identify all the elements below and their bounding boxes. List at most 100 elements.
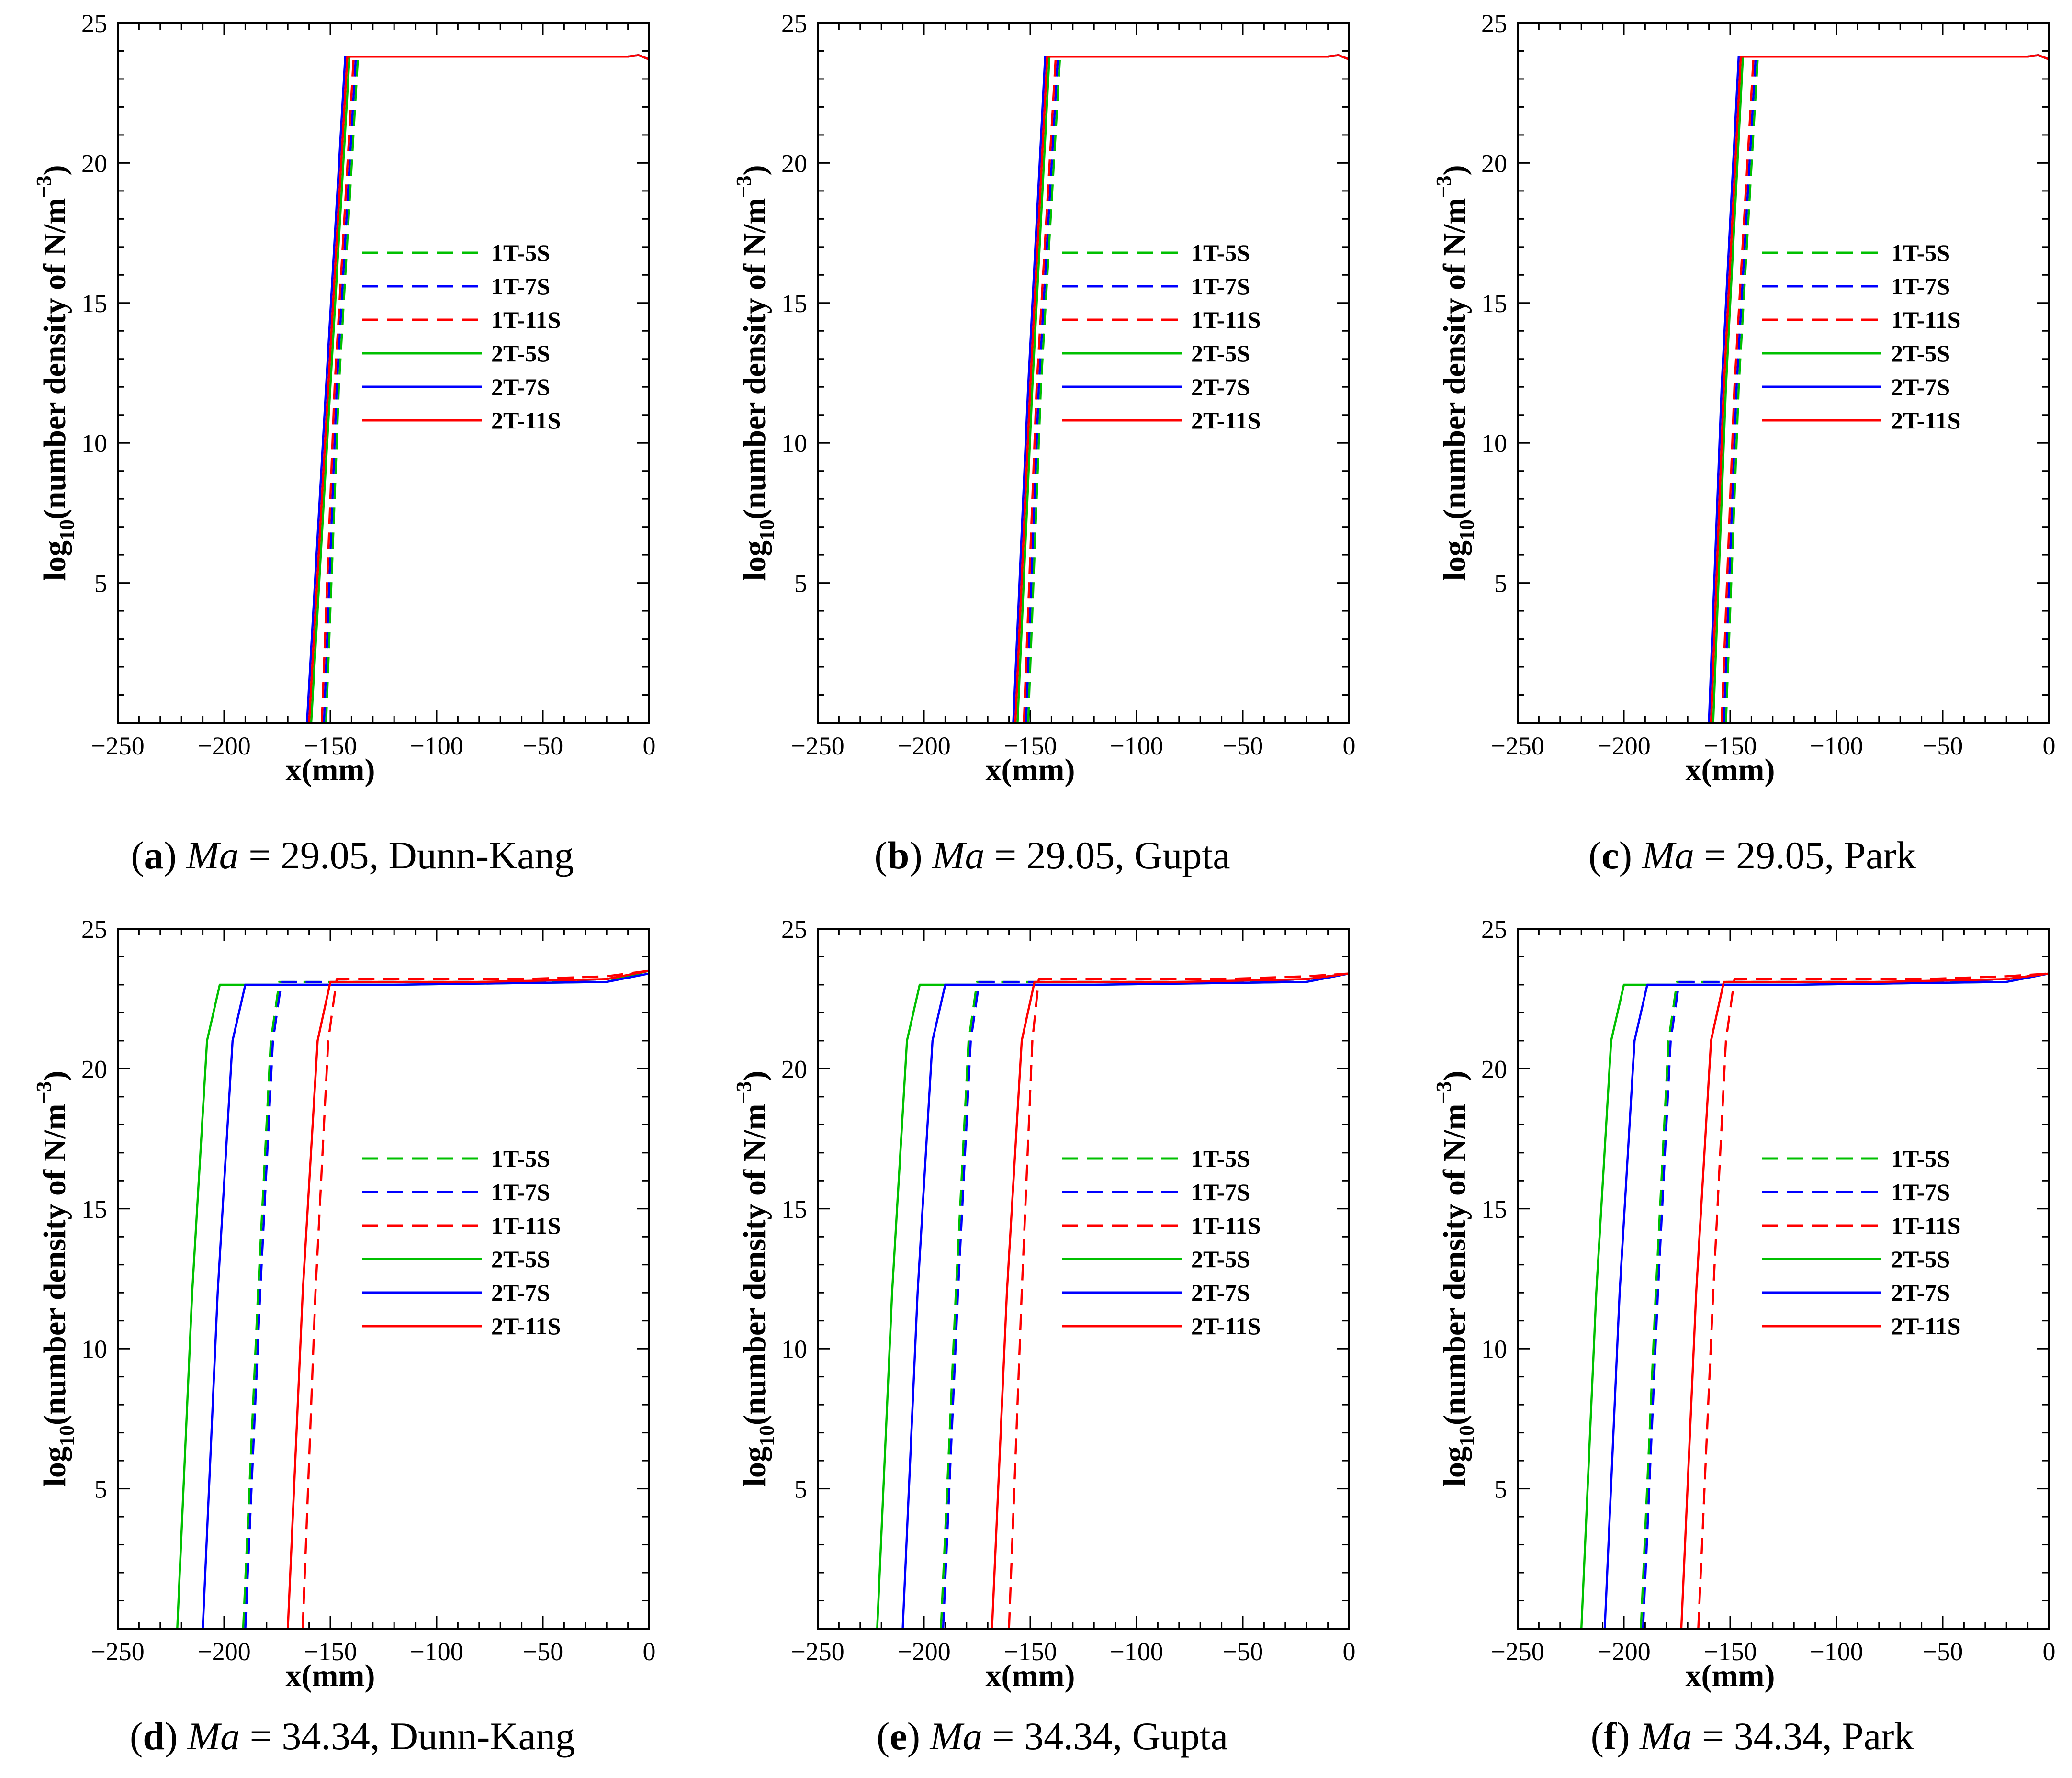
legend-label: 1T-5S <box>1891 1145 1950 1172</box>
x-tick-label: −150 <box>1703 731 1757 760</box>
x-tick-label: −100 <box>1110 731 1163 760</box>
x-tick-label: −250 <box>91 731 144 760</box>
legend-label: 2T-7S <box>1891 373 1950 400</box>
y-tick-label: 20 <box>81 149 107 178</box>
y-tick-label: 15 <box>781 289 807 318</box>
panel-caption: (f) Ma = 34.34, Park <box>1590 1714 1914 1758</box>
x-tick-label: −150 <box>1703 1637 1757 1666</box>
panel-caption: (e) Ma = 34.34, Gupta <box>877 1714 1228 1758</box>
legend-label: 1T-7S <box>1891 1179 1950 1205</box>
y-tick-label: 5 <box>1494 1475 1507 1504</box>
y-tick-label: 25 <box>1481 9 1507 38</box>
series-line-1T-11S <box>1023 54 1349 723</box>
plot-frame <box>817 22 1350 724</box>
series-group <box>1012 54 1349 723</box>
series-line-1T-7S <box>1025 54 1349 723</box>
x-tick-label: −150 <box>304 1637 357 1666</box>
series-line-2T-7S <box>305 54 649 723</box>
x-tick-label: −150 <box>1003 1637 1057 1666</box>
x-tick-label: −50 <box>1223 731 1263 760</box>
legend-label: 2T-7S <box>491 1279 550 1306</box>
series-line-2T-7S <box>901 972 1349 1629</box>
y-tick-label: 15 <box>81 289 107 318</box>
legend-label: 1T-5S <box>491 239 550 266</box>
x-tick-label: −100 <box>1810 731 1863 760</box>
legend: 1T-5S 1T-7S 1T-11S 2T-5S 2T-7S 2T-11S <box>362 1145 561 1339</box>
y-tick-label: 10 <box>81 429 107 458</box>
series-line-1T-5S <box>1724 54 2049 723</box>
x-tick-label: −150 <box>304 731 357 760</box>
panel-caption: (c) Ma = 29.05, Park <box>1588 833 1916 877</box>
y-tick-label: 10 <box>1481 429 1507 458</box>
legend-label: 2T-7S <box>1191 1279 1250 1306</box>
x-axis-label: x(mm) <box>986 1658 1075 1693</box>
y-tick-label: 20 <box>1481 149 1507 178</box>
y-axis-label: log10(number density of N/m−3) <box>732 1070 778 1486</box>
x-tick-label: −200 <box>897 1637 950 1666</box>
series-line-1T-11S <box>320 54 649 723</box>
x-tick-label: 0 <box>643 731 656 760</box>
y-axis-label: log10(number density of N/m−3) <box>32 1070 79 1486</box>
legend-label: 2T-7S <box>491 373 550 400</box>
y-tick-label: 5 <box>94 569 107 598</box>
series-line-2T-11S <box>991 972 1349 1629</box>
x-tick-label: −150 <box>1003 731 1057 760</box>
plot-frame <box>1517 928 2050 1630</box>
legend-label: 1T-7S <box>1191 273 1250 300</box>
panel-c: −250 −200 −150 −100 −50 0 5 10 15 20 25 x(mm) log10(… <box>1432 9 2056 788</box>
legend-label: 2T-11S <box>1891 1313 1960 1339</box>
x-tick-label: −200 <box>897 731 950 760</box>
y-tick-label: 5 <box>94 1475 107 1504</box>
series-line-1T-5S <box>1027 54 1349 723</box>
plot-frame <box>117 22 650 724</box>
y-tick-label: 15 <box>81 1195 107 1224</box>
series-group <box>1708 54 2049 723</box>
axis-ticks <box>117 22 650 724</box>
axis-ticks <box>817 22 1350 724</box>
legend-label: 1T-7S <box>491 273 550 300</box>
series-group <box>1580 972 2049 1629</box>
legend-label: 1T-11S <box>1891 306 1960 333</box>
x-tick-label: −250 <box>91 1637 144 1666</box>
series-line-1T-11S <box>1720 54 2049 723</box>
series-line-1T-7S <box>244 969 649 1629</box>
x-axis-label: x(mm) <box>1686 1658 1775 1693</box>
plot-frame <box>117 928 650 1630</box>
panel-a: −250 −200 −150 −100 −50 0 5 10 15 20 25 x(mm) log10(… <box>32 9 656 788</box>
axis-ticks <box>1517 22 2050 724</box>
y-tick-label: 20 <box>781 1055 807 1083</box>
series-line-2T-11S <box>286 969 649 1629</box>
y-tick-label: 15 <box>1481 1195 1507 1224</box>
x-tick-label: −200 <box>1597 731 1650 760</box>
x-tick-label: 0 <box>643 1637 656 1666</box>
series-group <box>305 54 649 723</box>
y-axis-label: log10(number density of N/m−3) <box>32 165 79 581</box>
series-group <box>876 972 1349 1629</box>
y-tick-label: 10 <box>81 1335 107 1363</box>
legend-label: 2T-5S <box>1191 340 1250 367</box>
y-tick-label: 20 <box>781 149 807 178</box>
legend-label: 2T-5S <box>491 340 550 367</box>
legend-label: 1T-7S <box>1891 273 1950 300</box>
panel-caption: (d) Ma = 34.34, Dunn-Kang <box>130 1714 575 1758</box>
legend-label: 2T-11S <box>491 1313 561 1339</box>
series-line-1T-7S <box>323 54 649 723</box>
y-tick-label: 10 <box>781 1335 807 1363</box>
x-tick-label: −50 <box>523 1637 563 1666</box>
x-tick-label: −50 <box>1923 1637 1963 1666</box>
x-tick-label: −200 <box>197 1637 250 1666</box>
legend-label: 1T-11S <box>1891 1212 1960 1239</box>
legend-label: 2T-5S <box>1891 1246 1950 1272</box>
series-line-2T-5S <box>1016 54 1349 723</box>
series-line-1T-11S <box>1008 972 1349 1629</box>
x-tick-label: −250 <box>791 1637 844 1666</box>
y-tick-label: 25 <box>81 915 107 944</box>
series-line-2T-7S <box>1603 972 2049 1629</box>
y-tick-label: 25 <box>781 9 807 38</box>
legend-label: 1T-11S <box>491 1212 561 1239</box>
panel-f: −250 −200 −150 −100 −50 0 5 10 15 20 25 x(mm) log10(… <box>1432 915 2056 1693</box>
series-line-2T-11S <box>1680 972 2049 1629</box>
y-tick-label: 20 <box>1481 1055 1507 1083</box>
legend-label: 2T-5S <box>491 1246 550 1272</box>
series-line-1T-5S <box>940 972 1349 1629</box>
